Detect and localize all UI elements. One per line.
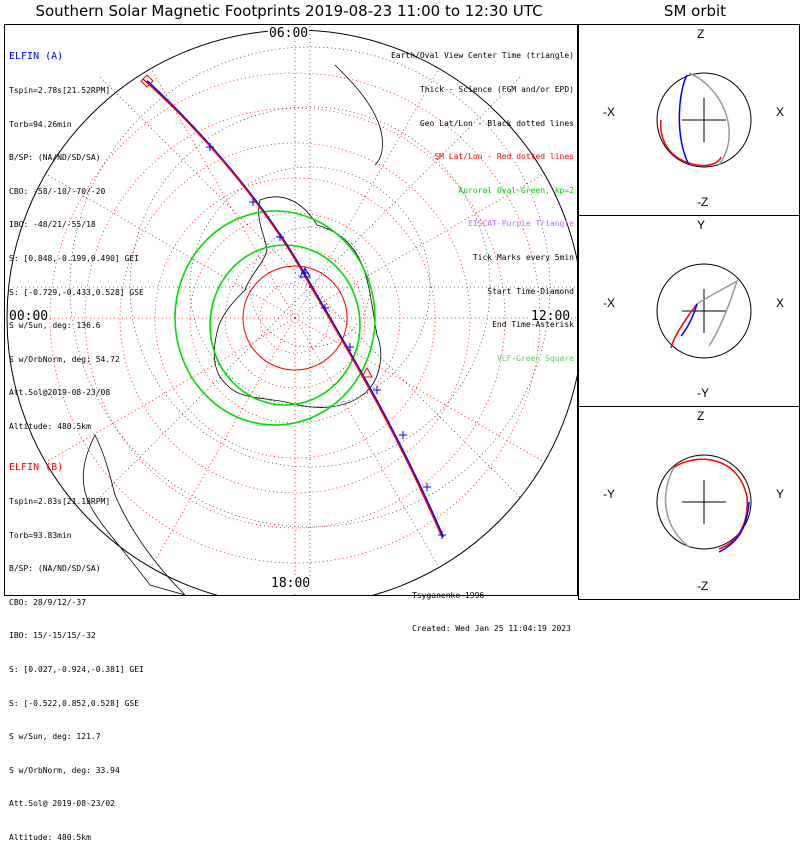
legend-item: SM Lat/Lon - Red dotted lines xyxy=(434,152,574,162)
south-america-outline xyxy=(82,434,186,595)
sm-xy-right-label: X xyxy=(776,296,785,310)
legend-item: VLF-Green Square xyxy=(496,353,574,363)
elfin-b-info: ELFIN (B) Tspin=2.83s[21.18RPM] Torb=93.… xyxy=(9,440,144,854)
sm-xz-bottom-label: -Z xyxy=(697,195,709,209)
center-triangle xyxy=(361,366,373,378)
sm-orbit-xy-plot xyxy=(656,263,752,359)
auroral-oval-inner xyxy=(209,244,361,406)
legend-item: Thick - Science (FGM and/or EPD) xyxy=(419,85,574,95)
sm-orbit-title: SM orbit xyxy=(663,2,727,20)
chart-title: Southern Solar Magnetic Footprints 2019-… xyxy=(35,2,543,20)
earth-circle xyxy=(656,454,752,550)
clock-label-bottom: 18:00 xyxy=(270,576,312,591)
elfin-b-line: S w/Sun, deg: 121.7 xyxy=(9,732,101,742)
sm-yz-top-label: Z xyxy=(697,409,705,423)
elfin-b-name: ELFIN (B) xyxy=(9,462,64,474)
sm-lon-line xyxy=(294,68,440,319)
sm-lon-line xyxy=(45,317,296,463)
legend-item: Geo Lat/Lon - Black dotted lines xyxy=(419,118,574,128)
legend: Earth/Oval View Center Time (triangle) T… xyxy=(391,28,574,375)
elfin-a-line: S w/OrbNorm, deg: 54.72 xyxy=(9,354,120,364)
sm-lon-line xyxy=(294,317,440,568)
sm-lon-line xyxy=(150,317,296,568)
legend-item: Auroral Oval-Green, kp=2 xyxy=(458,185,574,195)
elfin-b-orbit xyxy=(660,119,722,167)
elfin-a-line: Torb=94.26min xyxy=(9,119,72,129)
elfin-b-orbit xyxy=(670,303,698,349)
center-triangle xyxy=(299,266,311,278)
start-diamond xyxy=(140,74,154,88)
earth-circle xyxy=(656,263,752,359)
sm-yz-left-label: -Y xyxy=(603,487,615,501)
elfin-a-line: IBO: -48/21/-55/18 xyxy=(9,220,96,230)
sm-xy-top-label: Y xyxy=(697,218,706,232)
elfin-b-line: Torb=93.83min xyxy=(9,530,72,540)
sm-xz-right-label: X xyxy=(776,105,785,119)
sm-xy-bottom-label: -Y xyxy=(697,386,709,400)
sm-lon-line xyxy=(294,173,545,319)
sm-lat-circle xyxy=(84,107,506,529)
legend-item: Tick Marks every 5min xyxy=(472,253,574,263)
sm-panel-xz: Z -Z -X X xyxy=(578,24,800,216)
sm-xz-left-label: -X xyxy=(603,105,615,119)
elfin-b-line: S: [-0.522,0.852,0.528] GSE xyxy=(9,698,140,708)
elfin-a-line: Att.Sol@2019-08-23/08 xyxy=(9,388,111,398)
elfin-a-line: Altitude: 480.5km xyxy=(9,421,91,431)
sm-xy-left-label: -X xyxy=(603,296,615,310)
orbit-gray-path xyxy=(688,72,730,166)
elfin-a-line: CBO: -58/-10/-70/-20 xyxy=(9,186,106,196)
sm-yz-bottom-label: -Z xyxy=(697,579,709,593)
footprint-plot xyxy=(6,25,577,595)
elfin-b-line: CBO: 28/9/12/-37 xyxy=(9,597,87,607)
sm-yz-right-label: Y xyxy=(776,487,785,501)
legend-item: Start Time-Diamond xyxy=(487,286,574,296)
elfin-b-line: IBO: 15/-15/15/-32 xyxy=(9,631,96,641)
sm-orbit-yz-plot xyxy=(656,454,752,553)
auroral-oval-outer xyxy=(174,210,376,426)
model-credit: Tsyganenko-1996 xyxy=(412,591,485,600)
sm-panel-xy: Y -Y -X X xyxy=(578,215,800,407)
antarctica-outline xyxy=(213,196,382,408)
elfin-b-line: Tspin=2.83s[21.18RPM] xyxy=(9,497,111,506)
legend-item: End Time-Asterisk xyxy=(492,320,574,330)
elfin-a-name: ELFIN (A) xyxy=(9,51,64,63)
orbit-gray-path xyxy=(664,466,690,548)
clock-label-right: 12:00 xyxy=(530,309,572,324)
elfin-b-line: B/SP: (NA/ND/SD/SA) xyxy=(9,564,101,574)
elfin-a-orbit xyxy=(680,303,698,337)
sm-lat-circle xyxy=(224,247,366,389)
clock-label-top: 06:00 xyxy=(268,26,310,41)
sm-orbit-xz-plot xyxy=(656,72,752,168)
coast-outline xyxy=(334,64,383,166)
elfin-b-line: Att.Sol@ 2019-08-23/02 xyxy=(9,799,115,809)
elfin-b-line: S: [0.027,-0.924,-0.381] GEI xyxy=(9,664,144,674)
created-timestamp: Created: Wed Jan 25 11:04:19 2023 xyxy=(412,624,571,633)
credits: Tsyganenko-1996 Created: Wed Jan 25 11:0… xyxy=(412,568,571,645)
sm-lon-line xyxy=(294,317,545,463)
elfin-b-line: S w/OrbNorm, deg: 33.94 xyxy=(9,765,120,775)
elfin-a-line: B/SP: (NA/ND/SD/SA) xyxy=(9,153,101,163)
elfin-a-orbit xyxy=(678,74,690,166)
earth-circle xyxy=(656,72,752,168)
elfin-a-line: S w/Sun, deg: 136.6 xyxy=(9,321,101,331)
elfin-a-line: S: [-0.729,-0.433,0.528] GSE xyxy=(9,287,144,297)
elfin-b-orbit xyxy=(673,458,748,550)
elfin-a-orbit xyxy=(718,501,750,553)
legend-item: Earth/Oval View Center Time (triangle) xyxy=(390,51,574,61)
footprint-plot-panel xyxy=(4,24,578,596)
elfin-a-info: ELFIN (A) Tspin=2.78s[21.52RPM] Torb=94.… xyxy=(9,29,144,443)
elfin-a-line: S: [0.848,-0.199,0.490] GEI xyxy=(9,253,140,263)
elfin-a-line: Tspin=2.78s[21.52RPM] xyxy=(9,86,111,95)
sm-lat-circle xyxy=(119,142,471,494)
sm-xz-top-label: Z xyxy=(697,27,705,41)
sm-panel-yz: Z -Z -Y Y xyxy=(578,406,800,600)
legend-item: EISCAT-Purple Triangle xyxy=(468,219,574,229)
orbit-gray-path xyxy=(696,279,739,347)
clock-label-left: 00:00 xyxy=(8,309,50,324)
elfin-b-line: Altitude: 480.5km xyxy=(9,832,91,842)
